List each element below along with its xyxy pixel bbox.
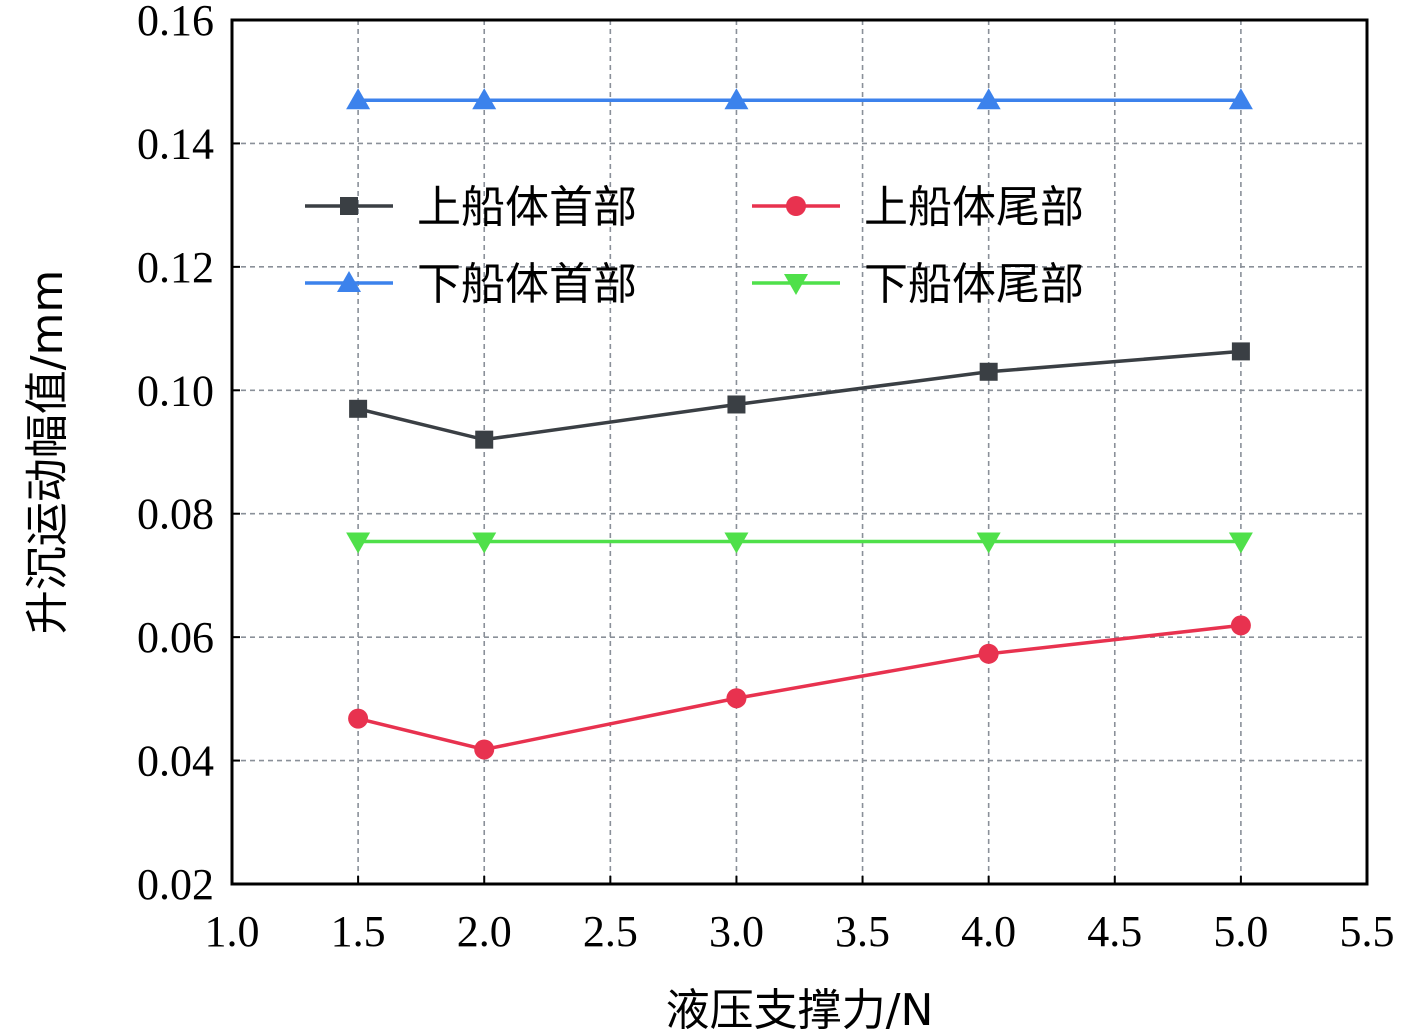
x-tick-label: 4.0 [961,907,1016,956]
y-tick-label: 0.12 [137,243,214,292]
data-point-triangle-up [976,88,1001,110]
y-tick-label: 0.16 [137,0,214,45]
y-axis-label: 升沉运动幅值/mm [22,270,73,635]
series-line [357,349,1242,442]
legend-item: 上船体尾部 [752,182,1084,233]
data-point-square [727,395,746,414]
x-tick-label: 3.5 [835,907,890,956]
data-point-triangle-down [1228,532,1253,554]
data-point-circle [726,688,747,709]
data-point-square [475,430,494,449]
plot-frame [230,18,1369,886]
x-axis-label: 液压支撑力/N [666,985,934,1033]
data-point-triangle-down [976,532,1001,554]
x-tick-label: 2.0 [457,907,512,956]
data-point-circle [348,708,369,729]
legend-label: 上船体首部 [417,182,637,233]
data-point-triangle-up [724,88,749,110]
data-point-triangle-up [472,88,497,110]
x-tick-label: 1.0 [205,907,260,956]
x-tick-label: 1.5 [331,907,386,956]
data-point-square [1231,342,1250,361]
data-point-square [349,399,368,418]
legend-item: 下船体尾部 [752,259,1084,310]
series-line [357,623,1242,752]
x-tick-label: 5.0 [1213,907,1268,956]
data-point-triangle-up [346,88,371,110]
x-tick-label: 4.5 [1087,907,1142,956]
series-layer [346,88,1253,760]
data-point-circle [474,739,495,760]
y-axis-ticks: 0.02 0.04 0.06 0.08 0.10 0.12 0.14 0.16 [137,0,240,909]
data-point-circle [1230,615,1251,636]
x-tick-label: 5.5 [1340,907,1395,956]
data-point-triangle-up [337,271,361,292]
grid-lines [232,20,1367,884]
legend-item: 上船体首部 [305,182,637,233]
data-point-triangle-down [346,532,371,554]
legend-label: 下船体首部 [417,259,637,310]
legend-item: 下船体首部 [305,259,637,310]
y-tick-label: 0.08 [137,490,214,539]
data-point-triangle-down [472,532,497,554]
series-4 [346,532,1253,554]
x-tick-label: 2.5 [583,907,638,956]
data-point-triangle-up [1228,88,1253,110]
series-3 [346,88,1253,110]
y-tick-label: 0.14 [137,119,214,168]
series-2 [348,615,1251,760]
x-tick-label: 3.0 [709,907,764,956]
x-axis-ticks: 1.0 1.5 2.0 2.5 3.0 3.5 4.0 4.5 5.0 5.5 [205,876,1395,956]
data-point-square [979,362,998,381]
y-tick-label: 0.10 [137,366,214,415]
y-tick-label: 0.02 [137,860,214,909]
legend-label: 上船体尾部 [864,182,1084,233]
data-point-triangle-down [784,274,808,295]
series-1 [349,342,1250,449]
legend-label: 下船体尾部 [864,259,1084,310]
data-point-circle [786,196,806,216]
y-tick-label: 0.04 [137,737,214,786]
data-point-circle [978,643,999,664]
data-point-triangle-down [724,532,749,554]
y-tick-label: 0.06 [137,613,214,662]
data-point-square [340,197,358,215]
